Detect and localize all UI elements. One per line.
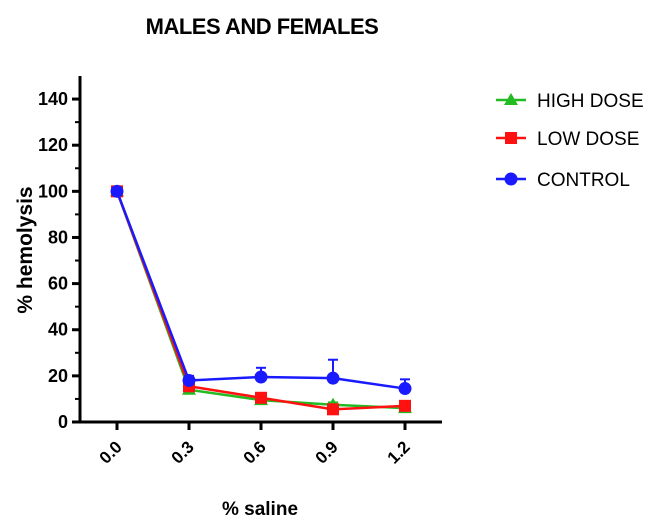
legend-item-high-dose: HIGH DOSE — [496, 91, 644, 112]
y-tick-label: 100 — [38, 181, 68, 201]
data-point — [110, 184, 124, 198]
x-tick-label: 0.6 — [240, 437, 270, 467]
chart-title: MALES AND FEMALES — [146, 14, 379, 39]
y-tick-label: 120 — [38, 135, 68, 155]
y-tick-label: 140 — [38, 89, 68, 109]
y-axis-label: % hemolysis — [14, 186, 37, 313]
legend-label: LOW DOSE — [537, 129, 639, 150]
data-point — [182, 373, 196, 387]
legend-item-low-dose: LOW DOSE — [496, 129, 639, 150]
data-point — [327, 403, 339, 416]
x-tick-label: 0.3 — [168, 437, 198, 467]
data-point — [254, 370, 268, 384]
data-point — [255, 391, 267, 404]
legend-marker — [504, 172, 518, 186]
legend: HIGH DOSE LOW DOSE CONTROL — [496, 91, 644, 191]
x-tick-label: 0.0 — [96, 437, 126, 467]
legend-label: CONTROL — [537, 170, 630, 191]
data-point — [398, 382, 412, 396]
y-tick-label: 60 — [48, 274, 68, 294]
y-tick-label: 80 — [48, 227, 68, 247]
x-tick-label: 0.9 — [312, 437, 342, 467]
series-line — [115, 190, 406, 390]
axes: 0 20 40 60 80 100 120 140 0.0 0.3 0.6 0.9 1.2 — [38, 76, 442, 468]
data-point — [399, 399, 411, 412]
y-tick-label: 40 — [48, 320, 68, 340]
legend-marker — [505, 132, 517, 144]
legend-label: HIGH DOSE — [537, 91, 644, 112]
x-tick-label: 1.2 — [384, 437, 414, 467]
y-tick-label: 20 — [48, 366, 68, 386]
series-control — [110, 184, 412, 396]
data-point — [326, 371, 340, 385]
y-tick-label: 0 — [58, 412, 68, 432]
x-axis-label: % saline — [222, 499, 298, 520]
legend-item-control: CONTROL — [496, 170, 630, 191]
series-layer — [110, 184, 412, 416]
legend-marker — [504, 93, 518, 105]
